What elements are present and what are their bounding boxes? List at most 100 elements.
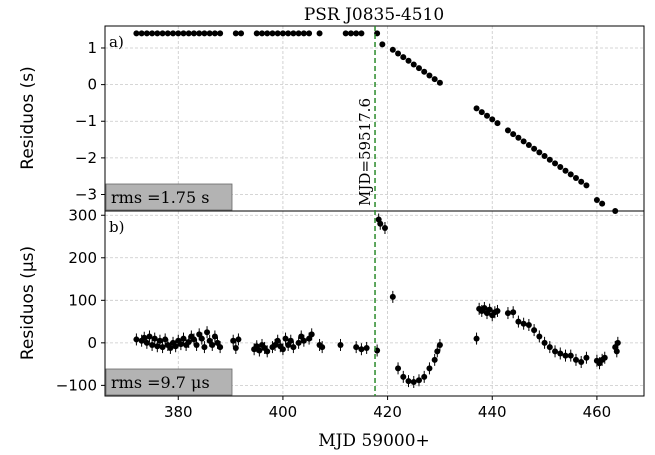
panel-b-data-point <box>562 352 569 359</box>
panel-b-data-point <box>279 346 286 353</box>
panel-a-data-point <box>541 153 548 160</box>
panel-b-data-point <box>209 341 216 348</box>
panel-a-data-point <box>395 50 402 57</box>
panel-b-data-point <box>510 309 517 316</box>
panel-a-data-point <box>473 105 480 112</box>
panel-b-data-point <box>567 352 574 359</box>
panel-b-y-axis-label: Residuos (μs) <box>18 246 38 360</box>
panel-b-data-point <box>141 334 148 341</box>
panel-a-data-point <box>415 65 422 72</box>
panel-a-data-point <box>531 145 538 152</box>
panel-b-data-point <box>583 354 590 361</box>
panel-b-data-point <box>177 341 184 348</box>
panel-a-data-point <box>546 156 553 163</box>
panel-b-data-point <box>353 344 360 351</box>
panel-a-y-axis-label: Residuos (s) <box>18 66 38 169</box>
panel-b-y-tick-label: −100 <box>56 376 97 394</box>
panel-a-data-point <box>520 138 527 145</box>
panel-a-data-point <box>238 30 245 37</box>
panel-b-data-point <box>274 337 281 344</box>
panel-a-data-point <box>525 142 532 149</box>
panel-a-data-point <box>133 30 140 37</box>
panel-b-data-point <box>282 335 289 342</box>
panel-b-data-point <box>151 335 158 342</box>
panel-a-data-point <box>478 109 485 116</box>
panel-a-data-point <box>342 30 349 37</box>
panel-b-data-point <box>201 344 208 351</box>
panel-a-data-point <box>300 30 307 37</box>
panel-a-data-point <box>138 30 145 37</box>
panel-a-data-point <box>149 30 156 37</box>
panel-b-data-point <box>358 346 365 353</box>
panel-a-rms-label: rms =1.75 s <box>111 188 209 207</box>
panel-b-data-point <box>290 344 297 351</box>
panel-a-rms-box <box>105 183 233 211</box>
panel-b-data-point <box>552 348 559 355</box>
panel-b-data-point <box>180 335 187 342</box>
panel-b-data-point <box>193 341 200 348</box>
panel-a-y-tick-label: 1 <box>87 39 97 57</box>
panel-b-data-point <box>481 304 488 311</box>
x-tick-label: 440 <box>478 403 507 421</box>
panel-b-label: b) <box>109 218 124 236</box>
panel-b-data-point <box>190 336 197 343</box>
panel-b-data-point <box>426 365 433 372</box>
panel-a-data-point <box>154 30 161 37</box>
panel-b-data-point <box>217 344 224 351</box>
panel-a-data-point <box>515 134 522 141</box>
panel-b-data-point <box>557 350 564 357</box>
panel-b-data-point <box>149 341 156 348</box>
panel-a-data-point <box>347 30 354 37</box>
panel-a-data-point <box>552 160 559 167</box>
panel-b-data-point <box>159 344 166 351</box>
panel-b-data-point <box>308 331 315 338</box>
panel-b-data-point <box>172 343 179 350</box>
panel-b-data-point <box>264 348 271 355</box>
panel-b-data-point <box>295 339 302 346</box>
panel-b-data-point <box>473 335 480 342</box>
panel-a-data-point <box>306 30 313 37</box>
panel-b-data-point <box>167 344 174 351</box>
panel-a-data-point <box>290 30 297 37</box>
panel-b-rms-label: rms =9.7 μs <box>111 373 210 392</box>
panel-b-data-point <box>541 339 548 346</box>
panel-b-data-point <box>230 337 237 344</box>
panel-b-data-point <box>156 337 163 344</box>
panel-b-data-point <box>614 339 621 346</box>
panel-a-data-point <box>353 30 360 37</box>
panel-b-data-point <box>486 306 493 313</box>
panel-a-data-point <box>190 30 197 37</box>
panel-b-data-point <box>578 358 585 365</box>
panel-a-data-point <box>185 30 192 37</box>
chart-title: PSR J0835-4510 <box>304 5 444 25</box>
panel-a-y-tick-label: 0 <box>87 76 97 94</box>
panel-a-y-tick-label: −3 <box>75 186 97 204</box>
panel-a-y-tick-label: −1 <box>75 112 97 130</box>
x-tick-label: 460 <box>583 403 612 421</box>
panel-b-data-point <box>377 220 384 227</box>
panel-b-data-point <box>572 356 579 363</box>
panel-a-data-point <box>206 30 213 37</box>
panel-b-data-point <box>162 336 169 343</box>
panel-a-data-point <box>421 68 428 75</box>
panel-b-data-point <box>436 341 443 348</box>
panel-a-data-point <box>562 167 569 174</box>
panel-b-data-point <box>546 344 553 351</box>
x-tick-label: 420 <box>373 403 402 421</box>
panel-b-data-point <box>525 321 532 328</box>
panel-a-data-point <box>170 30 177 37</box>
panel-a-data-point <box>164 30 171 37</box>
panel-b-y-tick-label: 300 <box>68 206 97 224</box>
panel-a-label: a) <box>109 33 124 51</box>
x-tick-label: 400 <box>269 403 298 421</box>
panel-b-grid <box>105 211 644 396</box>
panel-b-data-point <box>434 348 441 355</box>
panel-b-points <box>133 213 621 388</box>
panel-a-data-point <box>489 116 496 123</box>
panel-a-data-point <box>389 46 396 53</box>
panel-b-data-point <box>395 365 402 372</box>
panel-a-data-point <box>410 61 417 68</box>
panel-b-data-point <box>211 333 218 340</box>
panel-a-data-point <box>175 30 182 37</box>
panel-b-data-point <box>198 335 205 342</box>
